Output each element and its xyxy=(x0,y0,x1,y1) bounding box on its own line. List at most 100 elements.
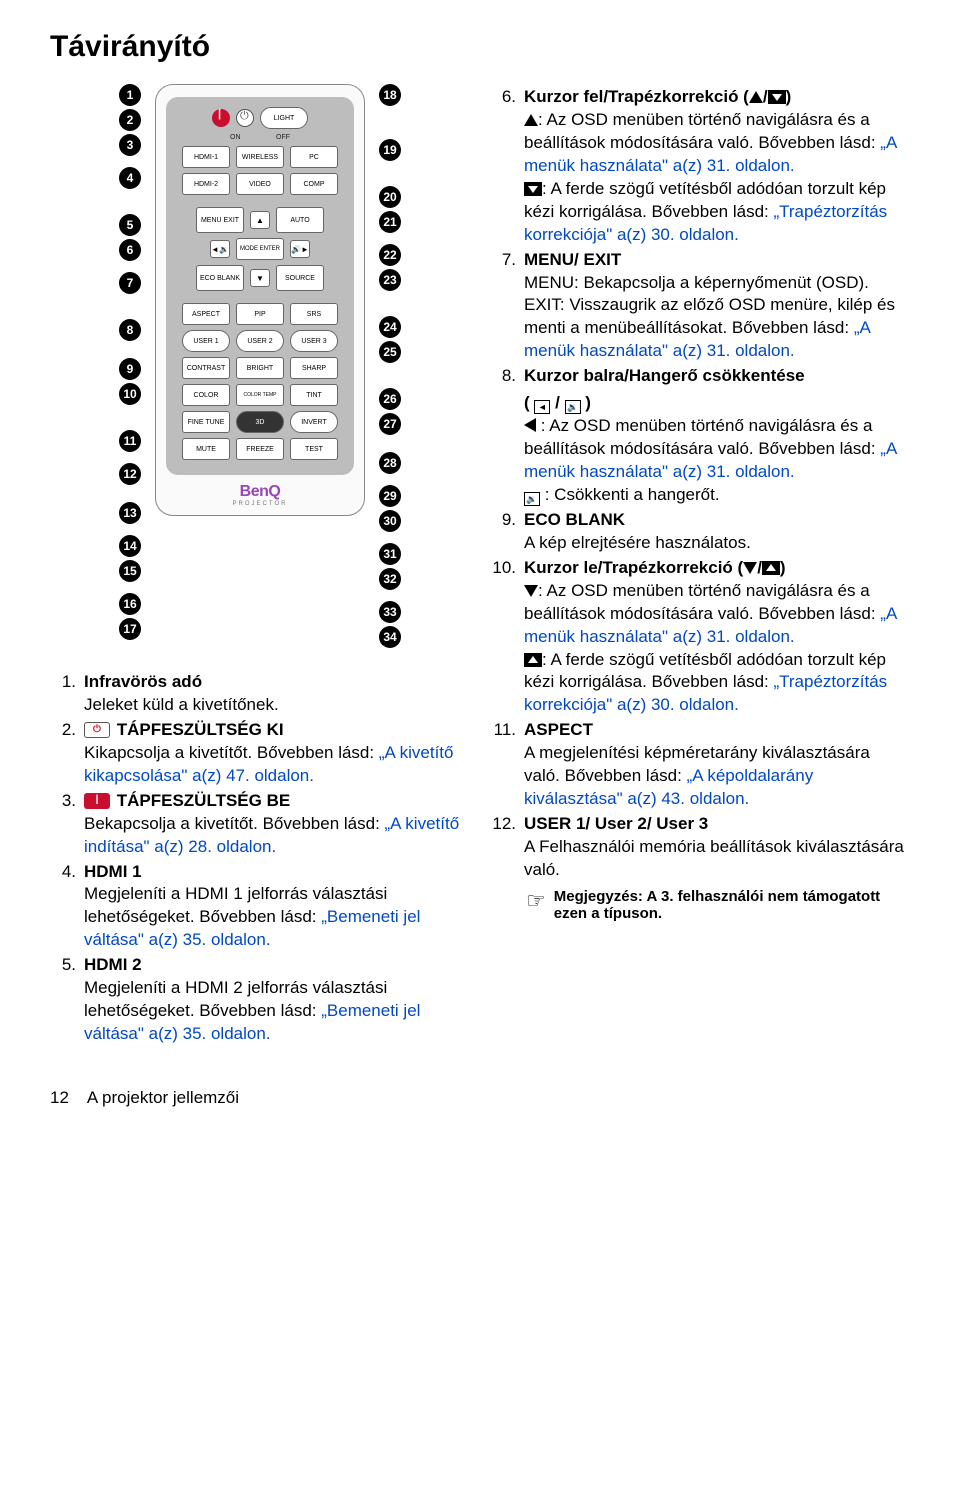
page-number: 12 xyxy=(50,1088,69,1108)
hdmi1-button[interactable]: HDMI-1 xyxy=(182,146,230,168)
definition-item: 9.ECO BLANKA kép elrejtésére használatos… xyxy=(490,509,910,555)
definition-title: HDMI 2 xyxy=(84,954,470,977)
definition-item: 7.MENU/ EXITMENU: Bekapcsolja a képernyő… xyxy=(490,249,910,364)
bright-button[interactable]: BRIGHT xyxy=(236,357,284,379)
definitions-left: 1.Infravörös adóJeleket küld a kivetítőn… xyxy=(50,671,470,1046)
definition-item: 3.| TÁPFESZÜLTSÉG BEBekapcsolja a kivetí… xyxy=(50,790,470,859)
power-off-button[interactable] xyxy=(236,109,254,127)
callout-num: 25 xyxy=(379,341,401,363)
colortemp-button[interactable]: COLOR TEMP xyxy=(236,384,284,406)
cross-reference-link[interactable]: „Bemeneti jel váltása" a(z) 35. oldalon. xyxy=(84,907,420,949)
definition-number: 1. xyxy=(50,671,84,717)
contrast-button[interactable]: CONTRAST xyxy=(182,357,230,379)
definition-item: 8.Kurzor balra/Hangerő csökkentése( ◄ / … xyxy=(490,365,910,507)
callout-num: 23 xyxy=(379,269,401,291)
callout-num: 16 xyxy=(119,593,141,615)
power-on-button[interactable] xyxy=(212,109,230,127)
definition-title: Kurzor balra/Hangerő csökkentése xyxy=(524,365,910,388)
cross-reference-link[interactable]: „A menük használata" a(z) 31. oldalon. xyxy=(524,439,896,481)
definition-number: 9. xyxy=(490,509,524,555)
cross-reference-link[interactable]: „A menük használata" a(z) 31. oldalon. xyxy=(524,604,896,646)
footer-section: A projektor jellemzői xyxy=(87,1088,239,1108)
definition-number: 10. xyxy=(490,557,524,718)
cross-reference-link[interactable]: „A menük használata" a(z) 31. oldalon. xyxy=(524,318,870,360)
definition-body: Megjeleníti a HDMI 2 jelforrás választás… xyxy=(84,977,470,1046)
cross-reference-link[interactable]: „A képoldalarány kiválasztása" a(z) 43. … xyxy=(524,766,813,808)
wireless-button[interactable]: WIRELESS xyxy=(236,146,284,168)
cross-reference-link[interactable]: „A menük használata" a(z) 31. oldalon. xyxy=(524,133,896,175)
invert-button[interactable]: INVERT xyxy=(290,411,338,433)
video-button[interactable]: VIDEO xyxy=(236,173,284,195)
definition-item: 5.HDMI 2Megjeleníti a HDMI 2 jelforrás v… xyxy=(50,954,470,1046)
callout-num: 13 xyxy=(119,502,141,524)
user2-button[interactable]: USER 2 xyxy=(236,330,284,352)
callout-num: 11 xyxy=(119,430,141,452)
definition-body: : Az OSD menüben történő navigálásra és … xyxy=(524,580,910,649)
definition-body: Kikapcsolja a kivetítőt. Bővebben lásd: … xyxy=(84,742,470,788)
cross-reference-link[interactable]: „Trapéztorzítás korrekciója" a(z) 30. ol… xyxy=(524,672,887,714)
callout-num: 26 xyxy=(379,388,401,410)
cursor-down-button[interactable]: ▼ xyxy=(250,269,270,287)
user3-button[interactable]: USER 3 xyxy=(290,330,338,352)
callout-num: 29 xyxy=(379,485,401,507)
callout-num: 15 xyxy=(119,560,141,582)
auto-button[interactable]: AUTO xyxy=(276,207,324,233)
callout-num: 12 xyxy=(119,463,141,485)
definition-item: 10.Kurzor le/Trapézkorrekció (/): Az OSD… xyxy=(490,557,910,718)
cross-reference-link[interactable]: „Trapéztorzítás korrekciója" a(z) 30. ol… xyxy=(524,202,887,244)
callout-num: 3 xyxy=(119,134,141,156)
hdmi2-button[interactable]: HDMI-2 xyxy=(182,173,230,195)
tint-button[interactable]: TINT xyxy=(290,384,338,406)
definition-title: ASPECT xyxy=(524,719,910,742)
test-button[interactable]: TEST xyxy=(290,438,338,460)
pc-button[interactable]: PC xyxy=(290,146,338,168)
mode-enter-button[interactable]: MODE ENTER xyxy=(236,238,284,260)
comp-button[interactable]: COMP xyxy=(290,173,338,195)
cursor-up-button[interactable]: ▲ xyxy=(250,211,270,229)
definition-item: 6.Kurzor fel/Trapézkorrekció (/): Az OSD… xyxy=(490,86,910,247)
callout-num: 21 xyxy=(379,211,401,233)
finetune-button[interactable]: FINE TUNE xyxy=(182,411,230,433)
sharp-button[interactable]: SHARP xyxy=(290,357,338,379)
callout-num: 10 xyxy=(119,383,141,405)
page-footer: 12 A projektor jellemzői xyxy=(50,1088,910,1108)
user1-button[interactable]: USER 1 xyxy=(182,330,230,352)
3d-button[interactable]: 3D xyxy=(236,411,284,433)
definition-title: Infravörös adó xyxy=(84,671,470,694)
callout-num: 9 xyxy=(119,358,141,380)
definition-title: | TÁPFESZÜLTSÉG BE xyxy=(84,790,470,813)
cross-reference-link[interactable]: „A kivetítő indítása" a(z) 28. oldalon. xyxy=(84,814,459,856)
definition-title: Kurzor fel/Trapézkorrekció (/) xyxy=(524,86,910,109)
callout-num: 14 xyxy=(119,535,141,557)
pip-button[interactable]: PIP xyxy=(236,303,284,325)
note-icon: ☞ xyxy=(526,888,546,914)
freeze-button[interactable]: FREEZE xyxy=(236,438,284,460)
definition-item: 2.⏻ TÁPFESZÜLTSÉG KIKikapcsolja a kivetí… xyxy=(50,719,470,788)
menu-exit-button[interactable]: MENU EXIT xyxy=(196,207,244,233)
callout-num: 1 xyxy=(119,84,141,106)
callout-num: 4 xyxy=(119,167,141,189)
definition-body: A megjelenítési képméretarány kiválasztá… xyxy=(524,742,910,811)
definition-title: HDMI 1 xyxy=(84,861,470,884)
source-button[interactable]: SOURCE xyxy=(276,265,324,291)
callout-num: 34 xyxy=(379,626,401,648)
definition-body: : A ferde szögű vetítésből adódóan torzu… xyxy=(524,649,910,718)
definition-number: 12. xyxy=(490,813,524,882)
definition-body: : Az OSD menüben történő navigálásra és … xyxy=(524,415,910,484)
light-button[interactable]: LIGHT xyxy=(260,107,308,129)
callout-num: 32 xyxy=(379,568,401,590)
callout-num: 33 xyxy=(379,601,401,623)
definition-body: : Az OSD menüben történő navigálásra és … xyxy=(524,109,910,178)
callout-num: 22 xyxy=(379,244,401,266)
cursor-left-button[interactable]: ◄🔉 xyxy=(210,240,230,258)
srs-button[interactable]: SRS xyxy=(290,303,338,325)
cross-reference-link[interactable]: „Bemeneti jel váltása" a(z) 35. oldalon. xyxy=(84,1001,420,1043)
eco-blank-button[interactable]: ECO BLANK xyxy=(196,265,244,291)
cross-reference-link[interactable]: „A kivetítő kikapcsolása" a(z) 47. oldal… xyxy=(84,743,453,785)
callout-num: 31 xyxy=(379,543,401,565)
aspect-button[interactable]: ASPECT xyxy=(182,303,230,325)
color-button[interactable]: COLOR xyxy=(182,384,230,406)
cursor-right-button[interactable]: 🔊► xyxy=(290,240,310,258)
mute-button[interactable]: MUTE xyxy=(182,438,230,460)
callout-num: 5 xyxy=(119,214,141,236)
